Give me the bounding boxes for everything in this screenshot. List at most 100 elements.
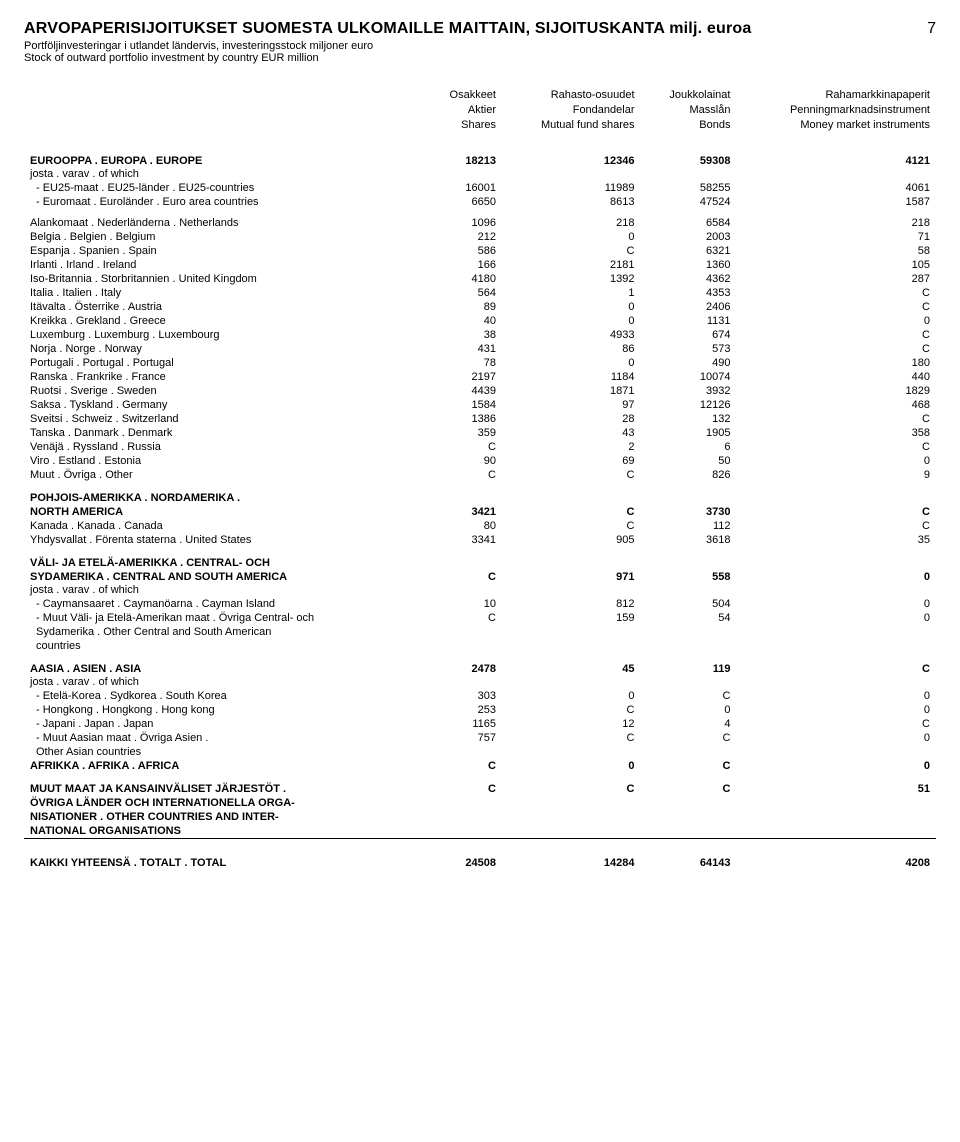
row-label: - Muut Väli- ja Etelä-Amerikan maat . Öv… — [24, 611, 425, 625]
cell: C — [641, 773, 737, 796]
row-label: Irlanti . Irland . Ireland — [24, 258, 425, 272]
row-label: Portugali . Portugal . Portugal — [24, 356, 425, 370]
cell: 3341 — [425, 533, 502, 547]
cell — [425, 482, 502, 505]
grand-total: KAIKKI YHTEENSÄ . TOTALT . TOTAL24508142… — [24, 839, 936, 871]
cell: C — [736, 328, 936, 342]
row-label: AFRIKKA . AFRIKA . AFRICA — [24, 759, 425, 773]
cell: C — [736, 412, 936, 426]
cell: 69 — [502, 454, 641, 468]
cell: 1 — [502, 286, 641, 300]
cell — [425, 209, 502, 216]
cell: 3618 — [641, 533, 737, 547]
table-row: Italia . Italien . Italy56414353C — [24, 286, 936, 300]
cell: 573 — [641, 342, 737, 356]
row-label: Muut . Övriga . Other — [24, 468, 425, 482]
cell: 359 — [425, 426, 502, 440]
row-label: Espanja . Spanien . Spain — [24, 244, 425, 258]
csa-header: VÄLI- JA ETELÄ-AMERIKKA . CENTRAL- OCH — [24, 547, 936, 570]
cell: 45 — [502, 653, 641, 676]
cell: 0 — [736, 454, 936, 468]
cell: 2003 — [641, 230, 737, 244]
cell: 0 — [502, 230, 641, 244]
row-label: josta . varav . of which — [24, 676, 425, 689]
table-row: Ruotsi . Sverige . Sweden443918713932182… — [24, 384, 936, 398]
cell — [502, 810, 641, 824]
row-label: Norja . Norge . Norway — [24, 342, 425, 356]
col4-fi: Rahamarkkinapaperit — [736, 88, 936, 103]
col3-en: Bonds — [641, 118, 737, 133]
cell: 4121 — [736, 133, 936, 168]
cell: 2 — [502, 440, 641, 454]
table-row: - Caymansaaret . Caymanöarna . Cayman Is… — [24, 597, 936, 611]
cell: C — [736, 717, 936, 731]
cell — [641, 745, 737, 759]
cell — [425, 584, 502, 597]
cell: 86 — [502, 342, 641, 356]
cell: 47524 — [641, 195, 737, 209]
cell: 218 — [502, 216, 641, 230]
cell: 58 — [736, 244, 936, 258]
cell: 1184 — [502, 370, 641, 384]
cell: 564 — [425, 286, 502, 300]
cell: 4180 — [425, 272, 502, 286]
cell: 1131 — [641, 314, 737, 328]
cell: 35 — [736, 533, 936, 547]
row-label: SYDAMERIKA . CENTRAL AND SOUTH AMERICA — [24, 570, 425, 584]
cell: 674 — [641, 328, 737, 342]
cell: C — [736, 286, 936, 300]
table-row: Sydamerika . Other Central and South Ame… — [24, 625, 936, 639]
cell — [425, 625, 502, 639]
cell: C — [425, 611, 502, 625]
cell — [502, 625, 641, 639]
cell: 3730 — [641, 505, 737, 519]
cell: 40 — [425, 314, 502, 328]
cell: C — [736, 440, 936, 454]
cell: 1871 — [502, 384, 641, 398]
cell: C — [641, 689, 737, 703]
col1-fi: Osakkeet — [425, 88, 502, 103]
cell: 1587 — [736, 195, 936, 209]
page-number: 7 — [927, 20, 936, 38]
table-row — [24, 209, 936, 216]
cell: C — [736, 300, 936, 314]
cell — [736, 639, 936, 653]
cell — [736, 824, 936, 839]
cell: 812 — [502, 597, 641, 611]
cell: 2406 — [641, 300, 737, 314]
cell: 468 — [736, 398, 936, 412]
cell — [736, 745, 936, 759]
row-label: - Japani . Japan . Japan — [24, 717, 425, 731]
row-label: josta . varav . of which — [24, 584, 425, 597]
cell: 0 — [502, 759, 641, 773]
cell: C — [502, 468, 641, 482]
cell: 826 — [641, 468, 737, 482]
row-label: Saksa . Tyskland . Germany — [24, 398, 425, 412]
cell: 0 — [502, 689, 641, 703]
cell — [425, 168, 502, 181]
cell: C — [502, 773, 641, 796]
cell — [502, 824, 641, 839]
europe-row: EUROOPPA . EUROPA . EUROPE18213123465930… — [24, 133, 936, 168]
table-row: Venäjä . Ryssland . RussiaC26C — [24, 440, 936, 454]
cell: C — [736, 342, 936, 356]
row-label: - Caymansaaret . Caymanöarna . Cayman Is… — [24, 597, 425, 611]
row-label: NORTH AMERICA — [24, 505, 425, 519]
cell: 71 — [736, 230, 936, 244]
cell: 0 — [736, 597, 936, 611]
cell: 9 — [736, 468, 936, 482]
cell — [502, 547, 641, 570]
cell: C — [641, 759, 737, 773]
row-label: Tanska . Danmark . Denmark — [24, 426, 425, 440]
table-row: Kreikka . Grekland . Greece40011310 — [24, 314, 936, 328]
cell: 757 — [425, 731, 502, 745]
row-label: - Muut Aasian maat . Övriga Asien . — [24, 731, 425, 745]
col1-sv: Aktier — [425, 103, 502, 118]
row-label: Ranska . Frankrike . France — [24, 370, 425, 384]
cell: 10074 — [641, 370, 737, 384]
table-row: NATIONAL ORGANISATIONS — [24, 824, 936, 839]
table-row: Belgia . Belgien . Belgium2120200371 — [24, 230, 936, 244]
cell — [736, 810, 936, 824]
cell: 1584 — [425, 398, 502, 412]
cell: 18213 — [425, 133, 502, 168]
